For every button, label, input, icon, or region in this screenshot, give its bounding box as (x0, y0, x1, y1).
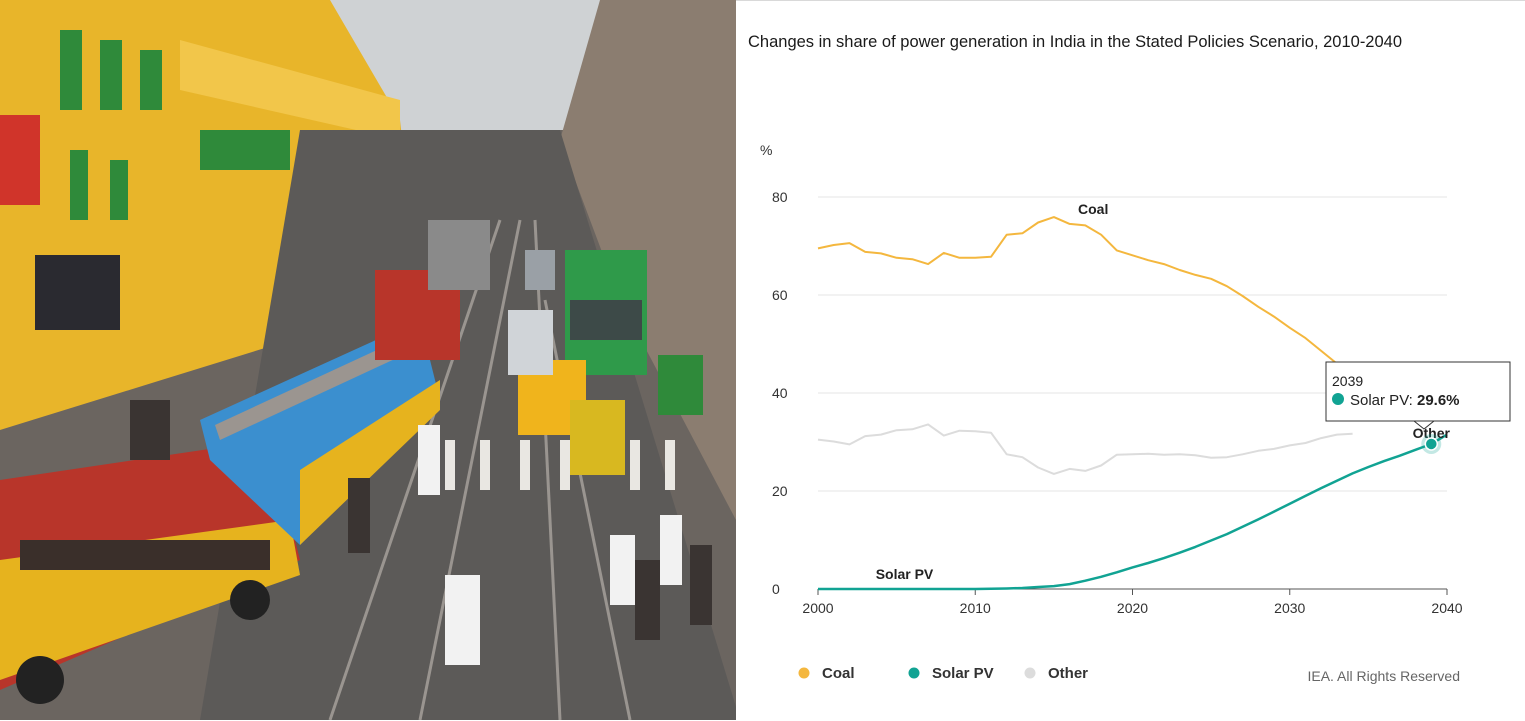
red-bus (0, 440, 300, 704)
legend-label-solar-pv: Solar PV (932, 665, 994, 682)
chart-panel: Changes in share of power generation in … (736, 0, 1525, 721)
series-label-coal: Coal (1078, 201, 1108, 217)
y-tick-label-40: 40 (772, 385, 788, 401)
legend-marker-solar-pv (908, 667, 920, 679)
tooltip-marker (1332, 393, 1344, 405)
x-tick-label-2000: 2000 (802, 600, 833, 616)
kolkata-street-photo (0, 0, 736, 720)
legend-label-coal: Coal (822, 665, 855, 682)
y-tick-label-0: 0 (772, 581, 780, 597)
tooltip-text: Solar PV: 29.6% (1350, 392, 1460, 409)
credit-text: IEA. All Rights Reserved (1307, 668, 1460, 684)
green-bus (565, 250, 647, 375)
tooltip-pointer (1412, 420, 1436, 430)
tooltip-year: 2039 (1332, 373, 1363, 389)
legend-label-other: Other (1048, 665, 1088, 682)
y-tick-label-20: 20 (772, 483, 788, 499)
auto-rickshaw (570, 400, 625, 475)
series-label-solar-pv: Solar PV (876, 566, 934, 582)
y-tick-label-80: 80 (772, 189, 788, 205)
blue-bus (200, 320, 440, 545)
series-line-coal (817, 216, 1354, 378)
tooltip-box (1325, 361, 1511, 422)
tooltip-value: 29.6% (1417, 392, 1460, 409)
y-tick-label-60: 60 (772, 287, 788, 303)
pedestrians (418, 425, 682, 665)
x-tick-label-2040: 2040 (1431, 600, 1462, 616)
y-axis-unit-label: % (760, 142, 772, 158)
tooltip-series-label: Solar PV: (1350, 392, 1417, 409)
series-label-other: Other (1413, 425, 1451, 441)
legend-marker-coal (798, 667, 810, 679)
hover-point (1424, 437, 1439, 451)
legend-marker-other (1024, 667, 1036, 679)
x-tick-label-2020: 2020 (1117, 600, 1148, 616)
series-line-solar-pv (818, 433, 1448, 591)
series-line-other (817, 423, 1353, 475)
chart-title: Changes in share of power generation in … (748, 33, 1403, 51)
x-tick-label-2030: 2030 (1274, 600, 1305, 616)
x-tick-label-2010: 2010 (960, 600, 991, 616)
